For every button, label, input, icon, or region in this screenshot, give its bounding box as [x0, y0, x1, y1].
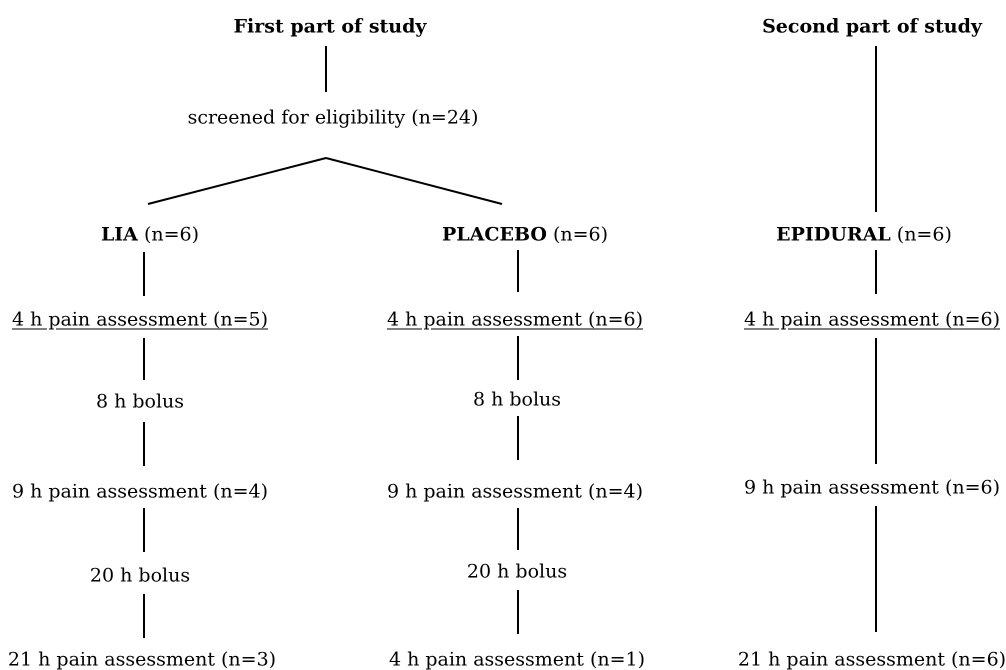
placebo-step-5: 4 h pain assessment (n=1)	[388, 648, 646, 670]
lia-step-4: 20 h bolus	[89, 564, 191, 587]
group-placebo: PLACEBO (n=6)	[441, 223, 609, 246]
epidural-step-3: 21 h pain assessment (n=6)	[737, 648, 1006, 670]
group-placebo-n: (n=6)	[552, 223, 609, 246]
header-second-part: Second part of study	[762, 15, 982, 38]
group-lia-n: (n=6)	[143, 223, 200, 246]
placebo-step-2: 8 h bolus	[472, 388, 562, 411]
connector-split-left	[147, 157, 327, 205]
group-placebo-name: PLACEBO	[441, 223, 547, 246]
placebo-step-4: 20 h bolus	[466, 560, 568, 583]
placebo-step-3: 9 h pain assessment (n=4)	[386, 480, 644, 503]
header-first-part: First part of study	[233, 15, 427, 38]
epidural-step-1: 4 h pain assessment (n=6)	[743, 308, 1001, 331]
group-epidural-n: (n=6)	[896, 223, 952, 246]
lia-step-1: 4 h pain assessment (n=5)	[11, 308, 269, 331]
group-epidural-name: EPIDURAL	[776, 223, 891, 246]
lia-step-5: 21 h pain assessment (n=3)	[7, 648, 277, 670]
placebo-step-1: 4 h pain assessment (n=6)	[386, 308, 644, 331]
lia-step-3: 9 h pain assessment (n=4)	[11, 480, 269, 503]
connector-split-right	[325, 157, 503, 205]
group-epidural: EPIDURAL (n=6)	[776, 223, 952, 246]
group-lia-name: LIA	[100, 223, 138, 246]
group-lia: LIA (n=6)	[100, 223, 200, 246]
screening-node: screened for eligibility (n=24)	[187, 106, 479, 129]
lia-step-2: 8 h bolus	[95, 390, 185, 413]
epidural-step-2: 9 h pain assessment (n=6)	[743, 476, 1001, 499]
